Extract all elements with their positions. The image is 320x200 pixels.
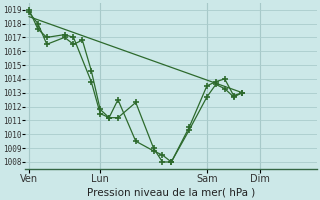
X-axis label: Pression niveau de la mer( hPa ): Pression niveau de la mer( hPa ) [87,187,255,197]
